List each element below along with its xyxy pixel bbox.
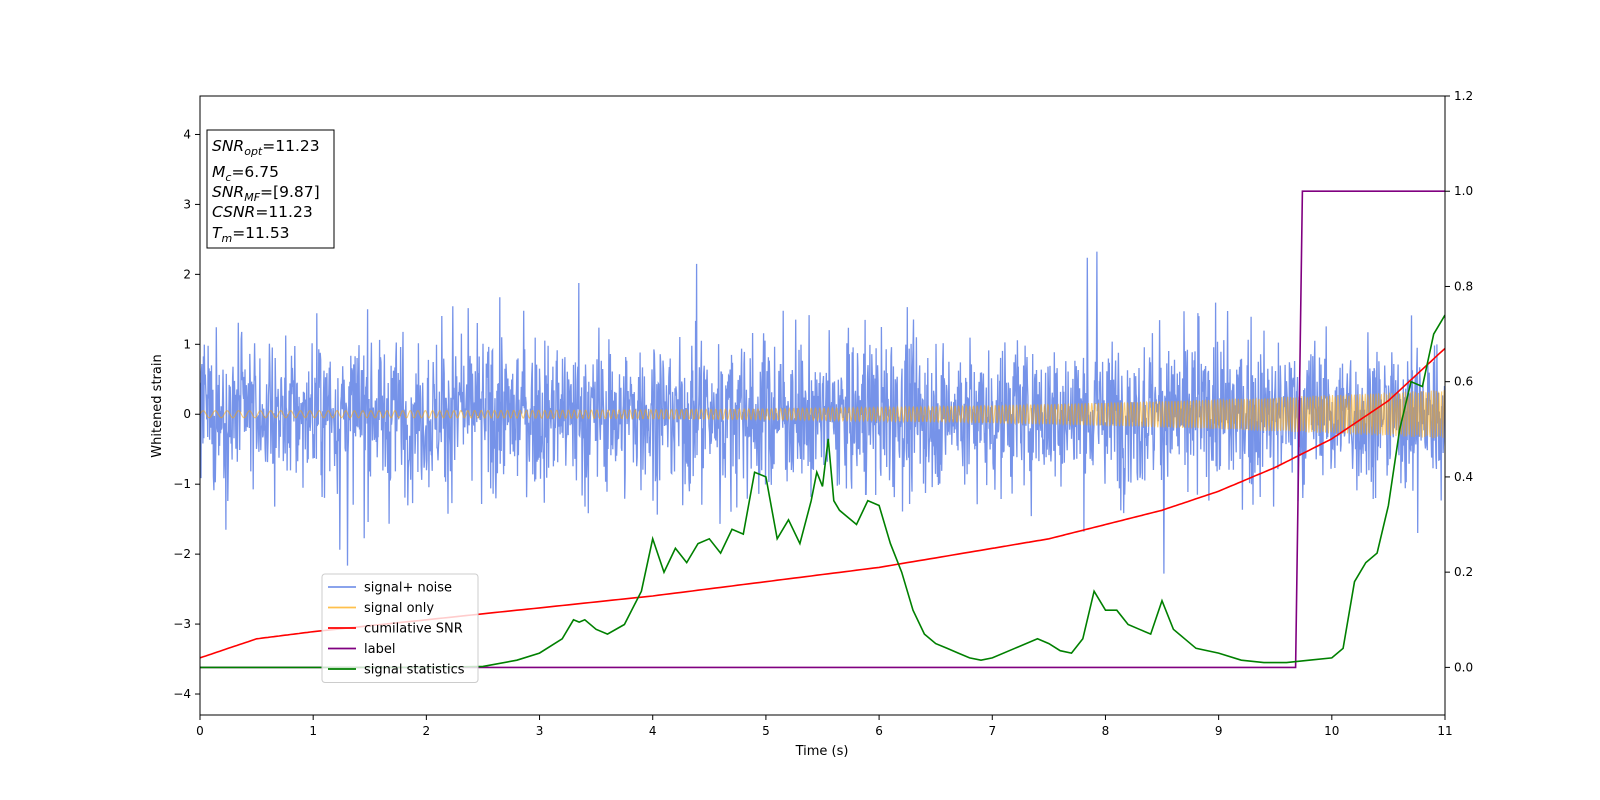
series-line-signal-statistics	[200, 314, 1445, 669]
plot-frame	[199, 95, 1446, 716]
x-tick-label: 9	[1215, 724, 1223, 738]
x-tick-label: 4	[649, 724, 657, 738]
series-line-signal-noise	[200, 251, 1445, 574]
x-tick-label: 3	[536, 724, 544, 738]
y-right-tick-label: 0.6	[1454, 375, 1473, 389]
y-left-tick-label: −2	[173, 547, 191, 561]
x-tick-label: 8	[1102, 724, 1110, 738]
y-right-tick-label: 0.4	[1454, 470, 1473, 484]
series-line-signal-only	[200, 390, 1445, 439]
annotation-snr-mf: SNRMF=[9.87]	[212, 183, 320, 204]
y-axis-right: 0.0 0.2 0.4 0.6 0.8 1.0 1.2	[1445, 89, 1473, 674]
legend-label-signal-only: signal only	[364, 601, 434, 616]
series-line-label	[200, 190, 1445, 669]
y-axis-left: −4 −3 −2 −1 0 1 2 3 4	[173, 127, 200, 701]
x-tick-label: 1	[309, 724, 317, 738]
x-tick-label: 2	[423, 724, 431, 738]
x-axis-label: Time (s)	[795, 744, 849, 759]
legend-label-cumilative-snr: cumilative SNR	[364, 622, 463, 637]
legend-label-signal-statistics: signal statistics	[364, 663, 465, 678]
y-left-tick-label: 3	[183, 197, 191, 211]
legend-label-signal-noise: signal+ noise	[364, 581, 452, 596]
y-right-tick-label: 1.0	[1454, 184, 1473, 198]
x-tick-label: 11	[1437, 724, 1452, 738]
y-left-tick-label: 1	[183, 337, 191, 351]
y-right-tick-label: 0.0	[1454, 660, 1473, 674]
annotation-frame	[206, 129, 335, 249]
y-right-tick-label: 1.2	[1454, 89, 1473, 103]
x-axis: 0 1 2 3 4 5 6 7 8 9 10 11	[196, 715, 1453, 738]
y-left-tick-label: −3	[173, 617, 191, 631]
legend-label-label: label	[364, 642, 395, 657]
x-tick-label: 6	[875, 724, 883, 738]
y-left-tick-label: 2	[183, 267, 191, 281]
y-left-tick-label: 0	[183, 407, 191, 421]
annotation-box: SNRopt=11.23 Mc=6.75 SNRMF=[9.87] CSNR=1…	[206, 129, 335, 249]
x-tick-label: 10	[1324, 724, 1339, 738]
annotation-csnr: CSNR=11.23	[212, 203, 313, 221]
annotation-tm: Tm=11.53	[212, 224, 290, 245]
legend-frame	[321, 573, 479, 683]
y-axis-label: Whitened strain	[150, 354, 165, 457]
legend: signal+ noise signal only cumilative SNR la…	[321, 573, 479, 683]
y-right-tick-label: 0.2	[1454, 565, 1473, 579]
x-tick-label: 5	[762, 724, 770, 738]
y-right-tick-label: 0.8	[1454, 279, 1473, 293]
y-left-tick-label: −4	[173, 687, 191, 701]
x-tick-label: 7	[988, 724, 996, 738]
annotation-snr-opt: SNRopt=11.23	[212, 137, 320, 158]
x-tick-label: 0	[196, 724, 204, 738]
y-left-tick-label: 4	[183, 127, 191, 141]
annotation-mc: Mc=6.75	[212, 163, 279, 184]
y-left-tick-label: −1	[173, 477, 191, 491]
